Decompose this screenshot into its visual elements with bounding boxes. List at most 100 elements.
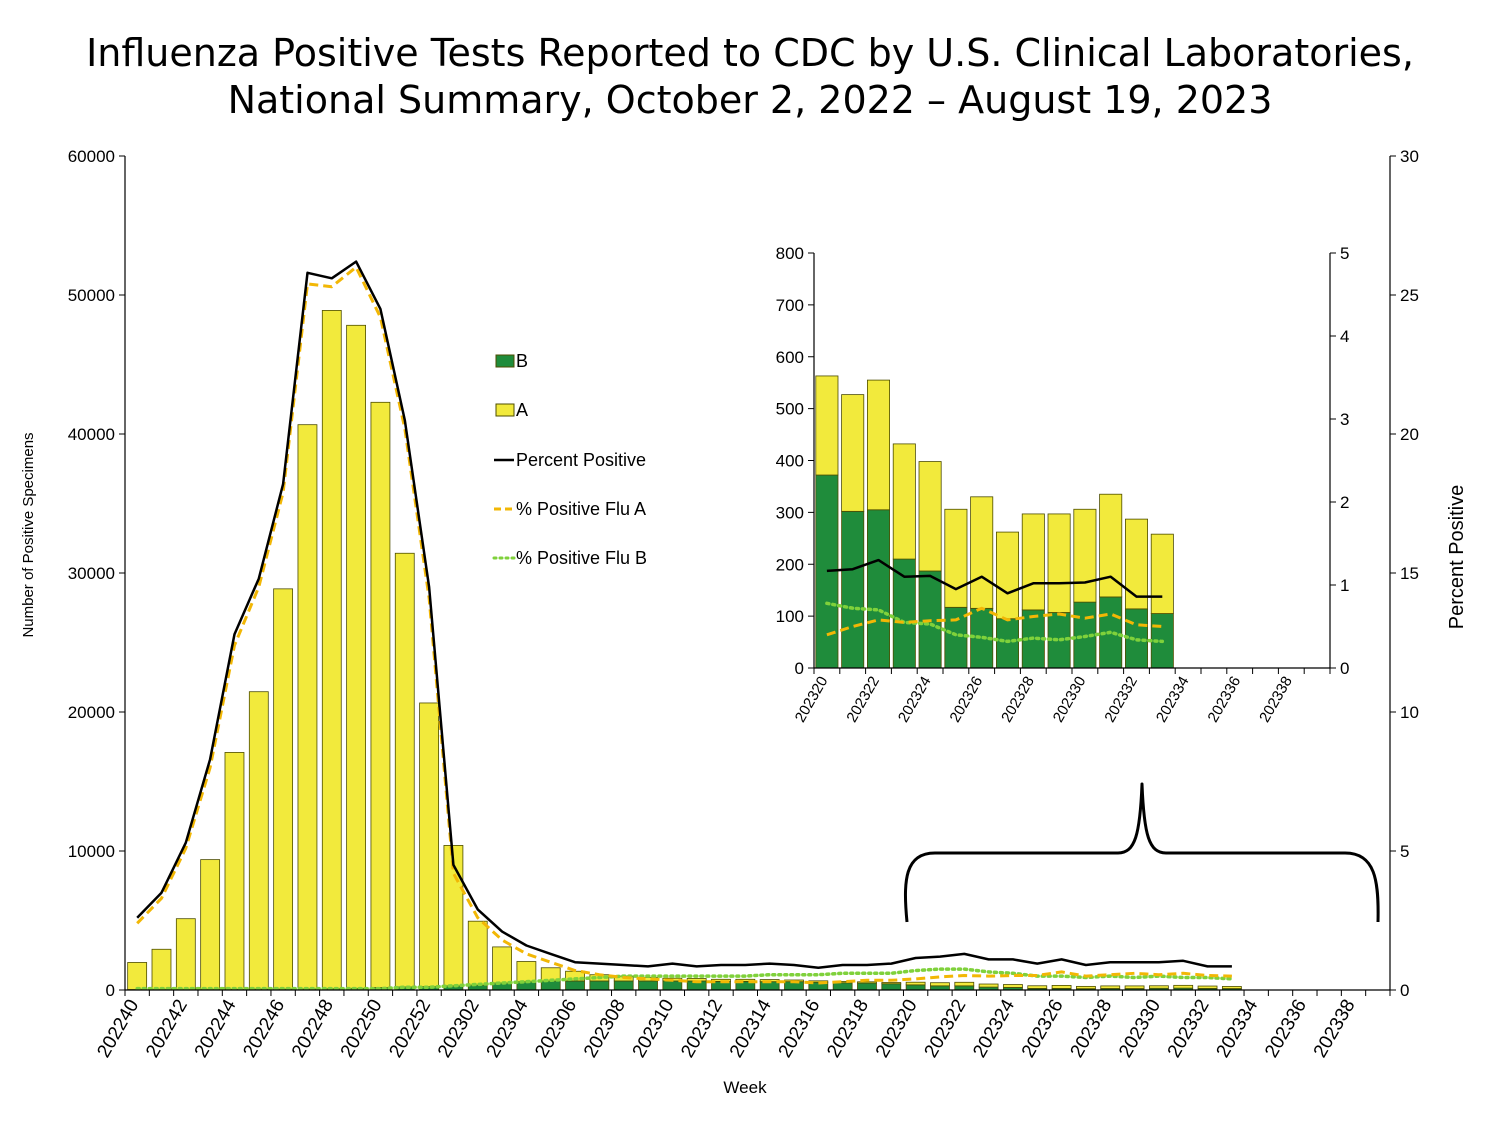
legend: B A Percent Positive % Positive Flu A % Posi…: [492, 351, 647, 568]
main-bar-a-202328: [1100, 985, 1121, 989]
inset-percent-positive-line: [826, 558, 1163, 598]
main-bar-a-202303: [492, 946, 512, 984]
main-bar-b-202321: [930, 985, 950, 991]
main-x-tick-label: 202326: [1018, 996, 1068, 1061]
main-bar-a-202332: [1197, 985, 1218, 989]
legend-swatch-a: [495, 403, 515, 417]
inset-y-tick-label: 400: [776, 452, 804, 471]
main-bar-a-202241: [151, 948, 172, 990]
inset-x-tick-label: 202322: [843, 674, 883, 726]
inset-y2-tick-label: 1: [1340, 576, 1349, 595]
y-axis-title: Number of Positive Specimens: [20, 432, 37, 637]
main-bar-a-202327: [1076, 985, 1096, 990]
main-y-tick-label: 40000: [68, 425, 115, 444]
inset-bar-a-202323: [892, 443, 916, 560]
main-group: 0100002000030000400005000060000051015202…: [68, 147, 1419, 1061]
main-x-tick-label: 202338: [1310, 996, 1360, 1061]
inset-bar-a-202324: [918, 461, 942, 572]
legend-label-pct-flu-b: % Positive Flu B: [516, 548, 647, 568]
main-bar-b-202308: [613, 980, 634, 991]
main-y-tick-label: 30000: [68, 564, 115, 583]
inset-bar-b-202322: [867, 509, 890, 669]
main-x-tick-label: 202332: [1164, 996, 1214, 1061]
main-y-tick-label: 60000: [68, 147, 115, 166]
main-bar-a-202322: [954, 981, 975, 987]
chart-title-line-1: Influenza Positive Tests Reported to CDC…: [86, 31, 1414, 75]
main-bar-a-202333: [1221, 986, 1242, 989]
main-y-tick-label: 20000: [68, 703, 115, 722]
main-bar-a-202331: [1173, 984, 1194, 989]
main-x-tick-label: 202310: [629, 996, 679, 1061]
legend-label-b: B: [516, 351, 528, 371]
main-y2-tick-label: 0: [1400, 981, 1409, 1000]
inset-x-tick-label: 202324: [895, 674, 935, 726]
main-bar-a-202243: [200, 859, 221, 990]
main-x-tick-label: 202308: [580, 996, 630, 1061]
inset-y-tick-label: 200: [776, 555, 804, 574]
main-bar-a-202248: [321, 310, 342, 990]
main-bar-a-202304: [516, 961, 537, 983]
main-bar-a-202245: [248, 691, 269, 990]
inset-y2-tick-label: 3: [1340, 410, 1349, 429]
main-bar-b-202320: [905, 984, 926, 991]
main-x-tick-label: 202334: [1212, 996, 1262, 1062]
main-pct-flu-a-line: [136, 265, 1232, 985]
main-x-tick-label: 202306: [531, 996, 581, 1061]
inset-bar-a-202327: [996, 531, 1019, 620]
main-y2-tick-label: 15: [1400, 564, 1419, 583]
inset-x-tick-label: 202332: [1101, 674, 1141, 726]
main-bar-a-202318: [857, 981, 877, 984]
inset-bar-a-202333: [1150, 533, 1174, 614]
main-y2-tick-label: 20: [1400, 425, 1419, 444]
main-x-tick-label: 202336: [1261, 996, 1311, 1061]
main-bar-b-202317: [832, 982, 853, 991]
main-y-tick-label: 50000: [68, 286, 115, 305]
main-percent-positive-line: [136, 260, 1232, 970]
main-x-tick-label: 202318: [823, 996, 873, 1061]
chart-title-line-2: National Summary, October 2, 2022 – Augu…: [227, 78, 1273, 122]
main-bar-a-202330: [1149, 985, 1169, 989]
legend-label-a: A: [516, 400, 528, 420]
inset-bar-a-202329: [1047, 513, 1071, 613]
inset-bar-a-202325: [944, 508, 968, 608]
inset-x-tick-label: 202320: [792, 674, 832, 726]
inset-bar-a-202321: [841, 394, 865, 512]
inset-bar-a-202320: [815, 375, 839, 476]
main-x-tick-label: 202320: [872, 996, 922, 1061]
inset-group: 0 100 200 300 400 500 600 700 800 0 1 2 3 4 5 202320 202…: [776, 244, 1350, 725]
main-bar-a-202323: [978, 983, 999, 988]
main-bar-b-202310: [662, 980, 683, 991]
main-bar-a-202324: [1003, 984, 1023, 988]
legend-label-pct-flu-a: % Positive Flu A: [516, 499, 646, 519]
main-x-tick-label: 202250: [337, 996, 387, 1061]
main-bar-b-202318: [857, 982, 877, 991]
inset-pct-flu-b-line: [825, 601, 1165, 644]
main-bar-a-202252: [419, 702, 439, 987]
inset-bar-a-202326: [970, 496, 994, 609]
chart-title: Influenza Positive Tests Reported to CDC…: [0, 30, 1500, 124]
main-bar-a-202302: [467, 920, 488, 986]
main-x-tick-label: 202242: [142, 996, 192, 1061]
main-bar-a-202329: [1124, 985, 1145, 989]
main-x-tick-label: 202324: [969, 996, 1019, 1062]
main-bar-b-202306: [565, 980, 585, 991]
main-x-tick-label: 202248: [288, 996, 338, 1061]
inset-y-tick-label: 500: [776, 400, 804, 419]
main-bar-b-202305: [540, 980, 561, 991]
main-y-tick-label: 10000: [68, 842, 115, 861]
main-x-tick-label: 202330: [1115, 996, 1165, 1061]
inset-y2-tick-label: 2: [1340, 493, 1349, 512]
main-bar-a-202244: [224, 752, 245, 990]
main-bar-b-202307: [589, 980, 610, 991]
inset-bar-a-202331: [1099, 493, 1123, 598]
inset-bar-b-202327: [996, 618, 1019, 669]
main-y2-tick-label: 5: [1400, 842, 1409, 861]
main-bar-a-202246: [273, 588, 294, 990]
main-bar-a-202251: [394, 552, 415, 988]
main-x-tick-label: 202252: [385, 996, 435, 1061]
legend-label-percent-positive: Percent Positive: [516, 450, 646, 470]
main-x-tick-label: 202304: [483, 996, 533, 1062]
inset-y-tick-label: 300: [776, 503, 804, 522]
x-axis-title: Week: [723, 1078, 767, 1097]
inset-y2-tick-label: 0: [1340, 659, 1349, 678]
